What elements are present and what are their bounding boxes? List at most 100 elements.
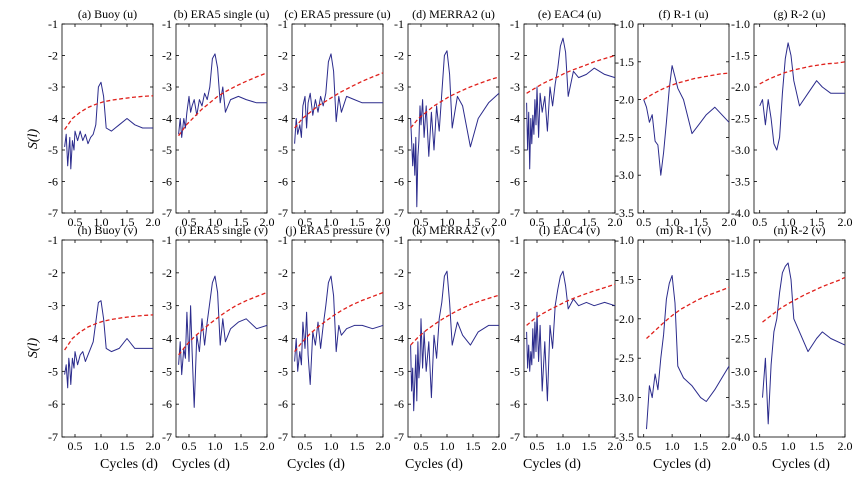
y-tick-label: -1 — [162, 17, 172, 31]
y-tick-label: -3.5 — [731, 397, 750, 411]
y-tick-label: -4 — [510, 112, 520, 126]
y-tick-label: -3 — [278, 80, 288, 94]
y-tick-label: -1 — [48, 17, 58, 31]
y-tick-label: -7 — [48, 206, 58, 220]
fit-curve — [410, 76, 500, 129]
x-tick-label: 1.5 — [466, 439, 481, 453]
y-tick-label: -3.5 — [731, 175, 750, 189]
y-tick-label: -1 — [48, 233, 58, 247]
data-series-line — [64, 300, 153, 389]
y-tick-label: -1 — [278, 233, 288, 247]
axes-box — [61, 239, 154, 438]
xlabel: Cycles (d) — [287, 457, 345, 472]
x-tick-label: 2.0 — [376, 439, 391, 453]
y-tick-label: -6 — [48, 397, 58, 411]
y-tick-label: -4 — [162, 332, 172, 346]
x-tick-label: 1.5 — [350, 215, 365, 229]
xlabel: Cycles (d) — [172, 457, 230, 472]
panel-title: (n) R-2 (v) — [774, 223, 826, 237]
y-tick-label: -3.5 — [615, 430, 634, 444]
y-tick-label: -7 — [510, 206, 520, 220]
y-tick-label: -7 — [394, 206, 404, 220]
panel-title: (b) ERA5 single (u) — [174, 7, 270, 21]
y-tick-label: -1.5 — [615, 272, 634, 286]
x-tick-label: 0.5 — [298, 439, 313, 453]
x-tick-label: 1.0 — [324, 439, 339, 453]
panel-title: (a) Buoy (u) — [78, 7, 137, 21]
y-tick-label: -5 — [394, 143, 404, 157]
ylabel-bottom: S(l) — [26, 337, 41, 359]
data-series-line — [410, 270, 499, 412]
panel-title: (i) ERA5 single (v) — [175, 223, 268, 237]
panel-title: (m) R-1 (v) — [656, 223, 711, 237]
y-tick-label: -2.5 — [731, 332, 750, 346]
x-tick-label: 0.5 — [636, 215, 651, 229]
data-series-line — [646, 275, 730, 430]
x-tick-label: 2.0 — [838, 439, 853, 453]
y-tick-label: -3.0 — [615, 391, 634, 405]
data-series-line — [294, 275, 384, 385]
data-series-line — [526, 270, 616, 402]
y-tick-label: -3 — [510, 299, 520, 313]
x-tick-label: 1.5 — [693, 439, 708, 453]
y-tick-label: -4 — [278, 332, 288, 346]
x-tick-label: 2.0 — [722, 215, 737, 229]
y-tick-label: -5 — [510, 143, 520, 157]
y-tick-label: -4 — [48, 332, 58, 346]
y-tick-label: -7 — [278, 430, 288, 444]
x-tick-label: 0.5 — [298, 215, 313, 229]
axes-box — [637, 239, 730, 438]
x-tick-label: 1.5 — [120, 215, 135, 229]
data-series-line — [526, 37, 616, 170]
x-tick-label: 1.5 — [350, 439, 365, 453]
fit-curve — [646, 286, 730, 339]
x-tick-label: 2.0 — [492, 439, 507, 453]
x-tick-label: 2.0 — [260, 439, 275, 453]
y-tick-label: -1 — [394, 233, 404, 247]
panel-title: (g) R-2 (u) — [774, 7, 826, 21]
x-tick-label: 1.0 — [440, 439, 455, 453]
x-tick-label: 2.0 — [722, 439, 737, 453]
x-tick-label: 0.5 — [530, 439, 545, 453]
fit-curve — [294, 291, 384, 353]
y-tick-label: -3.0 — [615, 168, 634, 182]
y-tick-label: -2 — [510, 266, 520, 280]
x-tick-label: 1.0 — [665, 439, 680, 453]
x-tick-label: 1.0 — [94, 215, 109, 229]
x-tick-label: 1.0 — [208, 439, 223, 453]
x-tick-label: 1.0 — [94, 439, 109, 453]
y-tick-label: -1 — [394, 17, 404, 31]
y-tick-label: -3 — [510, 80, 520, 94]
y-tick-label: -2.0 — [731, 80, 750, 94]
x-tick-label: 1.0 — [665, 215, 680, 229]
y-tick-label: -2 — [510, 49, 520, 63]
x-tick-label: 1.0 — [556, 215, 571, 229]
fit-curve — [526, 283, 616, 326]
y-tick-label: -1.0 — [731, 233, 750, 247]
panel-title: (f) R-1 (u) — [659, 7, 709, 21]
x-tick-label: 0.5 — [182, 439, 197, 453]
y-tick-label: -5 — [510, 364, 520, 378]
y-tick-label: -3 — [162, 299, 172, 313]
y-tick-label: -3 — [162, 80, 172, 94]
y-tick-label: -1 — [162, 233, 172, 247]
y-tick-label: -4.0 — [731, 430, 750, 444]
x-tick-label: 1.0 — [208, 215, 223, 229]
fit-curve — [64, 314, 154, 351]
axes-box — [637, 23, 730, 214]
axes-box — [753, 23, 846, 214]
x-tick-label: 0.5 — [414, 439, 429, 453]
xlabel: Cycles (d) — [772, 457, 830, 472]
y-tick-label: -6 — [510, 397, 520, 411]
x-tick-label: 1.5 — [582, 439, 597, 453]
y-tick-label: -2 — [278, 266, 288, 280]
x-tick-label: 1.5 — [809, 439, 824, 453]
xlabel: Cycles (d) — [523, 457, 581, 472]
fit-curve — [294, 72, 384, 129]
y-tick-label: -1 — [510, 17, 520, 31]
data-series-line — [178, 275, 268, 408]
y-tick-label: -5 — [162, 143, 172, 157]
xlabel: Cycles (d) — [653, 457, 711, 472]
x-tick-label: 1.0 — [324, 215, 339, 229]
